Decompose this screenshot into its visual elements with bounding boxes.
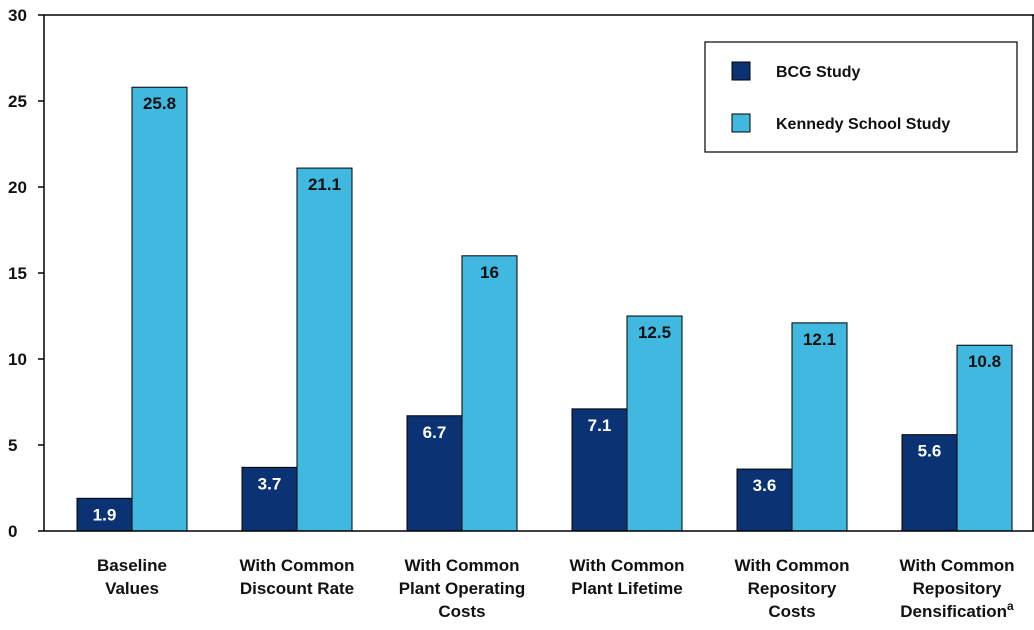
data-label: 10.8 <box>968 352 1001 371</box>
data-label: 3.7 <box>258 474 282 493</box>
data-label: 3.6 <box>753 476 777 495</box>
bar-bcg <box>241 466 298 532</box>
y-tick-label: 5 <box>8 436 17 455</box>
data-label: 16 <box>480 263 499 282</box>
bar-bcg <box>406 415 463 532</box>
legend-label-bcg: BCG Study <box>776 64 861 81</box>
x-category-label: With Common Plant Lifetime <box>569 556 684 598</box>
data-label: 7.1 <box>588 416 612 435</box>
x-category-label: Baseline Values <box>97 556 167 598</box>
bar-kennedy <box>956 344 1013 532</box>
data-label: 1.9 <box>93 505 117 524</box>
y-tick-label: 15 <box>8 264 27 283</box>
y-tick-label: 25 <box>8 92 27 111</box>
plot-area: 0 5 10 15 20 25 30 1.9 3.7 6.7 7.1 3.6 5.6 25.8 21.1 16… <box>8 6 1034 621</box>
data-label: 12.5 <box>638 323 671 342</box>
data-label: 25.8 <box>143 94 176 113</box>
x-category-label: With Common Repository Costs <box>734 556 849 621</box>
legend: BCG Study Kennedy School Study <box>704 41 1018 153</box>
bar-bcg <box>736 468 793 532</box>
legend-box <box>704 41 1018 153</box>
bar-kennedy <box>791 322 848 532</box>
x-category-label: With Common Discount Rate <box>239 556 354 598</box>
x-category-label: With Common Plant Operating Costs <box>399 556 526 621</box>
y-tick-label: 0 <box>8 522 17 541</box>
bar-kennedy <box>131 86 188 532</box>
bar-kennedy <box>626 315 683 532</box>
data-label: 12.1 <box>803 330 836 349</box>
legend-swatch-kennedy <box>731 113 751 133</box>
data-label: 5.6 <box>918 442 942 461</box>
y-tick-label: 10 <box>8 350 27 369</box>
x-category-label: With Common Repository Densificationa <box>899 556 1014 621</box>
y-tick-label: 30 <box>8 6 27 25</box>
legend-swatch-bcg <box>731 61 751 81</box>
data-label: 6.7 <box>423 423 447 442</box>
bar-kennedy <box>461 255 518 532</box>
data-label: 21.1 <box>308 175 341 194</box>
bar-bcg <box>901 434 958 532</box>
bar-bcg <box>571 408 628 532</box>
bar-kennedy <box>296 167 353 532</box>
legend-label-kennedy: Kennedy School Study <box>776 116 950 133</box>
y-tick-label: 20 <box>8 178 27 197</box>
